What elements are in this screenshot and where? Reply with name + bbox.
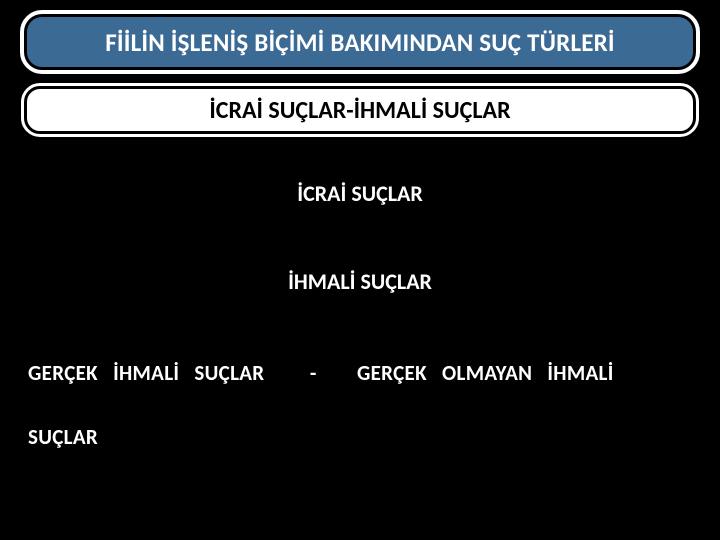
subtitle-text: İCRAİ SUÇLAR-İHMALİ SUÇLAR [209,96,510,125]
section-heading-1: İCRAİ SUÇLAR [0,180,720,207]
title-box: FİİLİN İŞLENİŞ BİÇİMİ BAKIMINDAN SUÇ TÜR… [24,14,696,70]
body-line-1: GERÇEK İHMALİ SUÇLAR - GERÇEK OLMAYAN İH… [28,360,614,386]
section-heading-2: İHMALİ SUÇLAR [0,268,720,295]
title-text: FİİLİN İŞLENİŞ BİÇİMİ BAKIMINDAN SUÇ TÜR… [105,27,615,58]
subtitle-box: İCRAİ SUÇLAR-İHMALİ SUÇLAR [24,86,696,134]
body-line-2: SUÇLAR [28,424,98,450]
